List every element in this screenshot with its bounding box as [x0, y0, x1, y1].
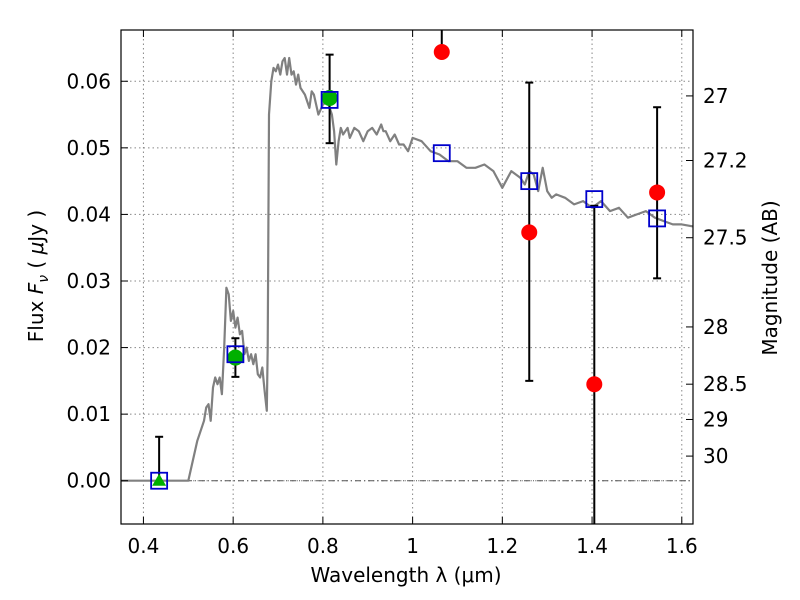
y-tick-label: 0.01	[66, 402, 111, 426]
magnitude-tick-label: 27.5	[703, 226, 748, 250]
blue-square-marker	[150, 471, 169, 490]
magnitude-tick-label: 27	[703, 84, 728, 108]
magnitude-tick-label: 30	[703, 444, 728, 468]
blue-square-marker	[432, 144, 451, 163]
blue-square-marker	[520, 172, 539, 191]
blue-square-marker	[585, 190, 604, 209]
y-tick-label: 0.00	[66, 469, 111, 493]
x-tick-label: 1	[406, 534, 419, 558]
green-triangle-marker	[152, 473, 167, 486]
red-circle-marker	[649, 184, 666, 201]
y-axis-label-unit-open: (	[24, 261, 48, 269]
axis-ticks: 0.4 0.6 0.8 1 1.2 1.4 1.6 0.00 0.01 0.02 0.03 0.04 0…	[66, 30, 748, 558]
y-axis-label-unit-mu: μ	[24, 242, 48, 256]
magnitude-tick-label: 28	[703, 315, 728, 339]
y-axis-label-text: Flux	[24, 300, 48, 342]
x-tick-label: 0.8	[307, 534, 339, 558]
x-tick-label: 1.6	[666, 534, 698, 558]
x-tick-label: 0.6	[217, 534, 249, 558]
y-axis-label: Flux Fν ( μJy )	[24, 210, 52, 342]
x-tick-label: 0.4	[128, 534, 160, 558]
data-markers	[150, 43, 667, 490]
x-tick-label: 1.4	[576, 534, 608, 558]
y-axis-label-symbol: F	[24, 282, 48, 294]
magnitude-tick-label: 29	[703, 407, 728, 431]
plot-frame	[120, 29, 694, 525]
x-tick-label: 1.2	[486, 534, 518, 558]
y-tick-label: 0.02	[66, 336, 111, 360]
blue-square-marker	[320, 91, 339, 109]
y-tick-label: 0.05	[66, 136, 111, 160]
y-axis-label-subscript: ν	[36, 275, 52, 283]
blue-square-marker	[648, 209, 667, 228]
green-circle-marker	[321, 89, 338, 106]
red-circle-marker	[586, 376, 603, 393]
blue-square-marker	[226, 345, 245, 364]
red-circle-marker	[433, 43, 450, 60]
red-circle-marker	[521, 224, 538, 241]
green-circle-marker	[227, 349, 244, 366]
y-tick-label: 0.04	[66, 202, 111, 226]
grid-lines	[121, 30, 693, 524]
error-bars	[155, 30, 662, 524]
y-tick-label: 0.06	[66, 69, 111, 93]
magnitude-tick-label: 28.5	[703, 372, 748, 396]
magnitude-axis-label: Magnitude (AB)	[758, 200, 782, 355]
magnitude-tick-label: 27.2	[703, 148, 748, 172]
y-axis-label-unit-rest: Jy )	[24, 210, 48, 244]
y-tick-label: 0.03	[66, 269, 111, 293]
model-spectrum-line	[121, 56, 694, 482]
x-axis-label: Wavelength λ (μm)	[310, 563, 501, 587]
